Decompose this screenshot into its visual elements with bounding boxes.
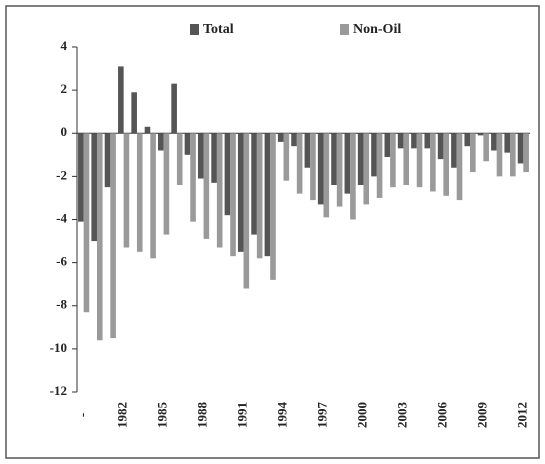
bar [331, 133, 337, 185]
bar [230, 133, 236, 257]
y-tick-label: -4 [56, 210, 67, 225]
y-tick-label: 4 [61, 38, 68, 53]
bar [144, 126, 151, 134]
bar [110, 133, 116, 339]
y-tick-label: -12 [50, 383, 67, 398]
bar [470, 133, 476, 173]
bar [91, 133, 97, 242]
x-tick-label: 1985 [155, 402, 170, 429]
bar [443, 133, 449, 196]
bar [291, 133, 297, 147]
x-tick-label: 2012 [514, 402, 529, 428]
bar [350, 133, 356, 220]
bar [384, 133, 391, 157]
bar [237, 133, 244, 252]
bar [216, 133, 223, 248]
bar [203, 133, 210, 239]
bar [83, 133, 90, 313]
x-tick-label: 2003 [394, 402, 409, 429]
bar [136, 133, 143, 252]
bar [456, 133, 463, 201]
bar [277, 133, 284, 142]
x-tick-label: 1991 [235, 402, 250, 428]
bar [78, 133, 84, 222]
bar [504, 133, 511, 153]
bar [416, 133, 423, 188]
bar [197, 133, 204, 179]
bar [224, 133, 231, 216]
legend-label: Non-Oil [353, 22, 401, 37]
bar [323, 133, 330, 218]
bar [317, 133, 324, 205]
bar [397, 133, 404, 149]
bar [150, 133, 156, 259]
bar [131, 92, 137, 134]
bar [477, 133, 484, 136]
bar [296, 133, 303, 194]
y-tick-label: 2 [61, 81, 68, 96]
bar [376, 133, 383, 198]
bar [304, 133, 311, 168]
bar [363, 133, 370, 205]
bar [270, 133, 276, 280]
bar [283, 133, 290, 181]
x-tick-label: - [75, 413, 90, 417]
bar [483, 133, 489, 162]
bar [371, 133, 377, 177]
x-tick-label: 1997 [314, 402, 329, 429]
bar [96, 133, 103, 341]
x-tick-label: 1988 [195, 402, 210, 429]
bar [437, 133, 444, 160]
bar [510, 133, 516, 177]
bar [523, 133, 529, 173]
bar [517, 133, 524, 164]
bar [496, 133, 503, 177]
bar [411, 133, 417, 149]
bar [336, 133, 343, 207]
y-tick-label: -10 [50, 340, 67, 355]
bar [176, 133, 183, 185]
bar [451, 133, 457, 168]
x-tick-label: 1994 [274, 402, 289, 429]
bar [243, 133, 250, 289]
legend-swatch [340, 24, 349, 35]
bar [464, 133, 471, 147]
bar [491, 133, 497, 151]
bar [310, 133, 316, 201]
bar [424, 133, 431, 149]
bar [211, 133, 217, 183]
bar [158, 133, 164, 151]
bar [118, 66, 124, 134]
bar [256, 133, 263, 259]
bar [104, 133, 111, 188]
legend-label: Total [203, 22, 234, 37]
y-tick-label: -2 [56, 167, 67, 182]
bar [344, 133, 351, 194]
x-tick-label: 2009 [474, 402, 489, 429]
x-tick-label: 1982 [115, 402, 130, 428]
y-tick-label: -8 [56, 297, 67, 312]
bar [190, 133, 196, 222]
bar [184, 133, 191, 155]
y-tick-label: 0 [61, 124, 68, 139]
x-tick-label: 2006 [434, 402, 449, 429]
x-tick-label: 2000 [354, 402, 369, 428]
bar [403, 133, 410, 185]
bar [251, 133, 257, 235]
legend-swatch [190, 24, 199, 35]
bar [430, 133, 436, 192]
bar [357, 133, 364, 185]
bar [390, 133, 396, 188]
bar [171, 83, 177, 134]
bar [264, 133, 271, 257]
bar [123, 133, 130, 248]
y-tick-label: -6 [56, 254, 67, 269]
bar [163, 133, 170, 235]
